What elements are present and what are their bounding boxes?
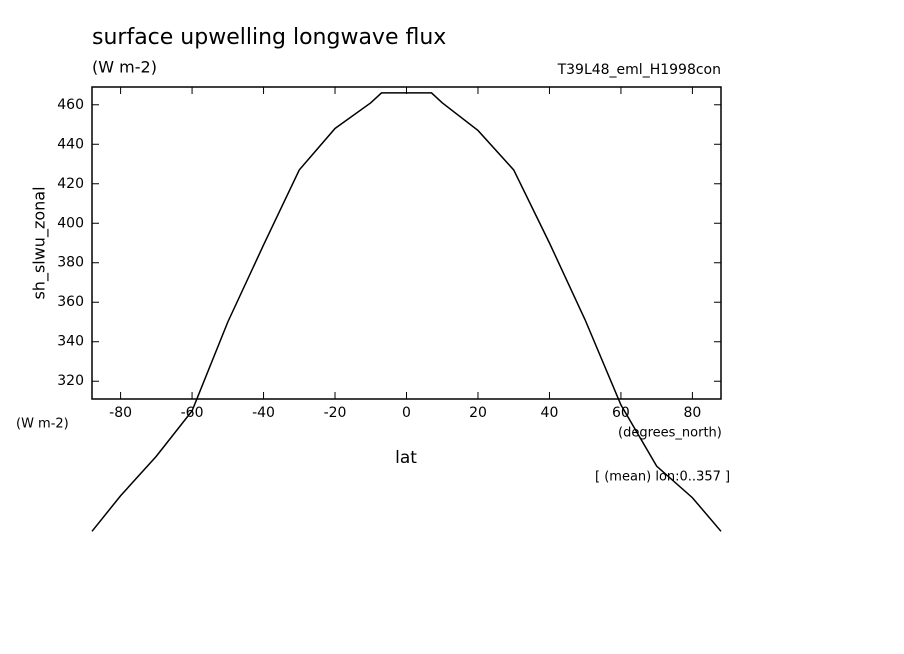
y-tick-label: 460 <box>57 97 84 113</box>
y-tick-label: 320 <box>57 373 84 389</box>
x-tick-label: -20 <box>324 405 347 421</box>
chart-title: surface upwelling longwave flux <box>92 25 446 50</box>
x-tick-label: -40 <box>252 405 275 421</box>
y-tick-label: 340 <box>57 334 84 350</box>
y-axis-label: sh_slwu_zonal <box>30 186 50 299</box>
y-units: (W m-2) <box>16 417 69 432</box>
x-tick-label: -60 <box>181 405 204 421</box>
x-tick-label: 20 <box>469 405 487 421</box>
x-units: (degrees_north) <box>618 426 722 441</box>
x-tick-label: 80 <box>683 405 701 421</box>
data-line <box>91 92 722 532</box>
y-tick-label: 400 <box>57 215 84 231</box>
plot-frame <box>91 86 722 400</box>
note: [ (mean) lon:0..357 ] <box>595 470 730 485</box>
x-axis-label: lat <box>395 448 417 468</box>
y-tick-label: 440 <box>57 136 84 152</box>
x-tick-label: 40 <box>541 405 559 421</box>
y-tick-label: 420 <box>57 176 84 192</box>
x-tick-label: 0 <box>402 405 411 421</box>
x-tick-label: -80 <box>109 405 132 421</box>
x-tick-label: 60 <box>612 405 630 421</box>
y-tick-label: 380 <box>57 255 84 271</box>
y-tick-label: 360 <box>57 294 84 310</box>
chart-subtitle: (W m-2) <box>92 58 157 77</box>
run-label: T39L48_eml_H1998con <box>557 62 721 78</box>
